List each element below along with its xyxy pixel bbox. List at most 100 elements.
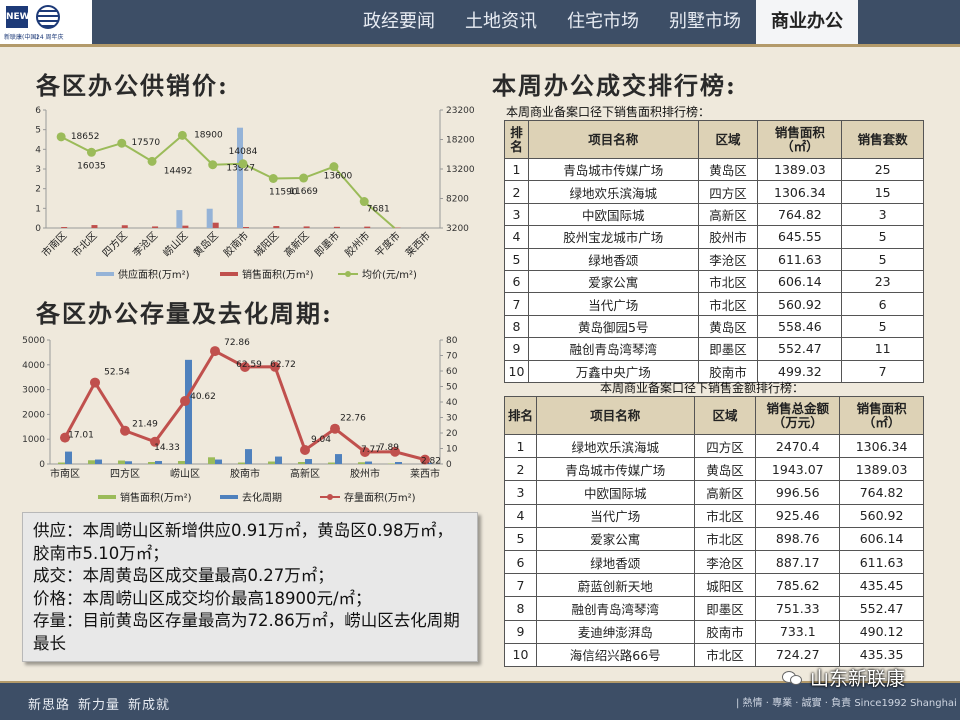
table-row: 8 黄岛御园5号 黄岛区 558.46 5 [504, 314, 924, 339]
data-label: 21.49 [132, 420, 158, 430]
line-point [60, 432, 70, 443]
bar-1 [88, 460, 95, 464]
y-tick-label-right: 10 [446, 445, 458, 455]
data-label: 2.82 [421, 457, 441, 467]
bar-2 [185, 359, 192, 464]
x-tick-label: 高新区 [290, 467, 320, 480]
bar-1 [118, 460, 125, 464]
y-tick-label-left: 1 [35, 204, 41, 214]
summary-stock: 存量：目前黄岛区存量最高为72.86万㎡，崂山区去化周期最长 [33, 611, 460, 653]
data-label: 52.54 [104, 368, 130, 378]
y-tick-label-left: 1000 [22, 435, 45, 445]
footer-bar: 新思路 新力量 新成就 | 熱情 · 專業 · 誠實 · 負責 Since1992 … [0, 681, 960, 720]
cell-value-1: 499.32 [757, 359, 843, 383]
cell-value-2: 6 [841, 292, 924, 316]
main-nav: 政经要闻 土地资讯 住宅市场 别墅市场 商业办公 [348, 0, 858, 44]
cell-region: 市北区 [693, 503, 757, 528]
line-point [390, 446, 400, 457]
nav-item-4[interactable]: 别墅市场 [669, 11, 741, 32]
cell-region: 高新区 [693, 480, 757, 505]
table-row: 7 蔚蓝创新天地 城阳区 785.62 435.45 [504, 573, 924, 598]
cell-rank: 4 [504, 503, 537, 528]
bar-2 [155, 461, 162, 464]
header-divider [0, 44, 960, 47]
cell-project: 蔚蓝创新天地 [535, 573, 695, 598]
nav-item-1[interactable]: 政经要闻 [363, 11, 435, 32]
y-tick-label-right: 8200 [446, 195, 469, 205]
cell-value-2: 5 [841, 247, 924, 271]
cell-rank: 8 [504, 596, 537, 621]
data-label: 14492 [164, 166, 193, 176]
cell-value-1: 925.46 [755, 503, 841, 528]
cell-value-2: 560.92 [839, 503, 924, 528]
cell-value-1: 1943.07 [755, 457, 841, 482]
nav-item-2[interactable]: 土地资讯 [465, 11, 537, 32]
bar-2 [395, 462, 402, 464]
cell-value-1: 611.63 [757, 247, 843, 271]
nav-item-3[interactable]: 住宅市场 [567, 11, 639, 32]
table-row: 9 麦迪绅澎湃岛 胶南市 733.1 490.12 [504, 619, 924, 644]
cell-region: 城阳区 [693, 573, 757, 598]
data-label: 14084 [229, 147, 258, 157]
cell-rank: 7 [504, 573, 537, 598]
cell-project: 绿地香颂 [527, 247, 699, 271]
x-tick-label: 崂山区 [161, 230, 191, 260]
data-label: 11590 [269, 187, 298, 197]
bar-1 [238, 462, 245, 464]
line-point [208, 160, 218, 170]
summary-box: 供应：本周崂山区新增供应0.91万㎡，黄岛区0.98万㎡，胶南市5.10万㎡； … [22, 512, 478, 662]
nav-item-5[interactable]: 商业办公 [756, 0, 858, 44]
data-label: 17570 [131, 138, 160, 148]
cell-rank: 7 [504, 292, 529, 316]
line-point [147, 156, 157, 166]
wechat-icon [782, 669, 804, 687]
line-point [268, 173, 278, 183]
cell-rank: 8 [504, 314, 529, 339]
table-row: 2 青岛城市传媒广场 黄岛区 1943.07 1389.03 [504, 457, 924, 482]
cell-region: 胶南市 [693, 619, 757, 644]
cell-project: 黄岛御园5号 [527, 314, 699, 339]
cell-rank: 6 [504, 269, 529, 294]
col-area: 销售面积（㎡） [839, 396, 924, 435]
amount-ranking-table: 排名 项目名称 区域 销售总金额（万元） 销售面积（㎡） 1 绿地欢乐滨海城 四方区… [504, 396, 924, 667]
data-label: 17.01 [68, 431, 94, 441]
y-tick-label-left: 2 [35, 185, 41, 195]
summary-sales: 成交：本周黄岛区成交量最高0.27万㎡； [33, 566, 334, 585]
y-tick-label-right: 40 [446, 398, 458, 408]
y-tick-label-left: 6 [35, 106, 41, 116]
cell-rank: 10 [504, 642, 537, 667]
cell-region: 黄岛区 [697, 157, 759, 182]
cell-project: 麦迪绅澎湃岛 [535, 619, 695, 644]
col-rank: 排名 [504, 120, 529, 159]
table-row: 2 绿地欢乐滨海城 四方区 1306.34 15 [504, 180, 924, 204]
logo-subtitle-2: 24 周年庆 [36, 34, 64, 41]
cell-project: 中欧国际城 [527, 202, 699, 227]
table-row: 6 绿地香颂 李沧区 887.17 611.63 [504, 549, 924, 575]
table-row: 10 万鑫中央广场 胶南市 499.32 7 [504, 359, 924, 383]
cell-project: 海信绍兴路66号 [535, 642, 695, 667]
bar-2 [215, 459, 222, 464]
cell-value-1: 764.82 [757, 202, 843, 227]
line-point [420, 454, 430, 465]
y-tick-label-left: 0 [39, 460, 45, 470]
bar-1 [358, 462, 365, 464]
summary-price: 价格：本周崂山区成交均价最高18900元/㎡； [33, 588, 372, 608]
cell-value-1: 552.47 [757, 337, 843, 361]
cell-value-2: 7 [841, 359, 924, 383]
data-label: 14.33 [154, 443, 180, 453]
data-label: 7681 [367, 205, 390, 215]
cell-project: 融创青岛湾琴湾 [535, 596, 695, 621]
table-row: 1 绿地欢乐滨海城 四方区 2470.4 1306.34 [504, 433, 924, 459]
y-tick-label-right: 0 [446, 460, 452, 470]
top-nav-bar: NEW 新联康(中国) 24 周年庆 政经要闻 土地资讯 住宅市场 别墅市场 商业办公 [0, 0, 960, 44]
cell-value-1: 887.17 [755, 549, 841, 575]
col-project: 项目名称 [535, 396, 695, 435]
col-amount: 销售总金额（万元） [755, 396, 841, 435]
x-tick-label: 平度市 [372, 229, 402, 259]
legend-swatch [220, 495, 238, 499]
amount-ranking-caption: 本周商业备案口径下销售金额排行榜： [600, 381, 805, 395]
company-logo[interactable]: NEW 新联康(中国) 24 周年庆 [0, 0, 92, 44]
bar-1 [208, 457, 215, 464]
slogan-2: 新力量 [78, 698, 121, 713]
wechat-watermark: 山东新联康 [782, 664, 905, 691]
